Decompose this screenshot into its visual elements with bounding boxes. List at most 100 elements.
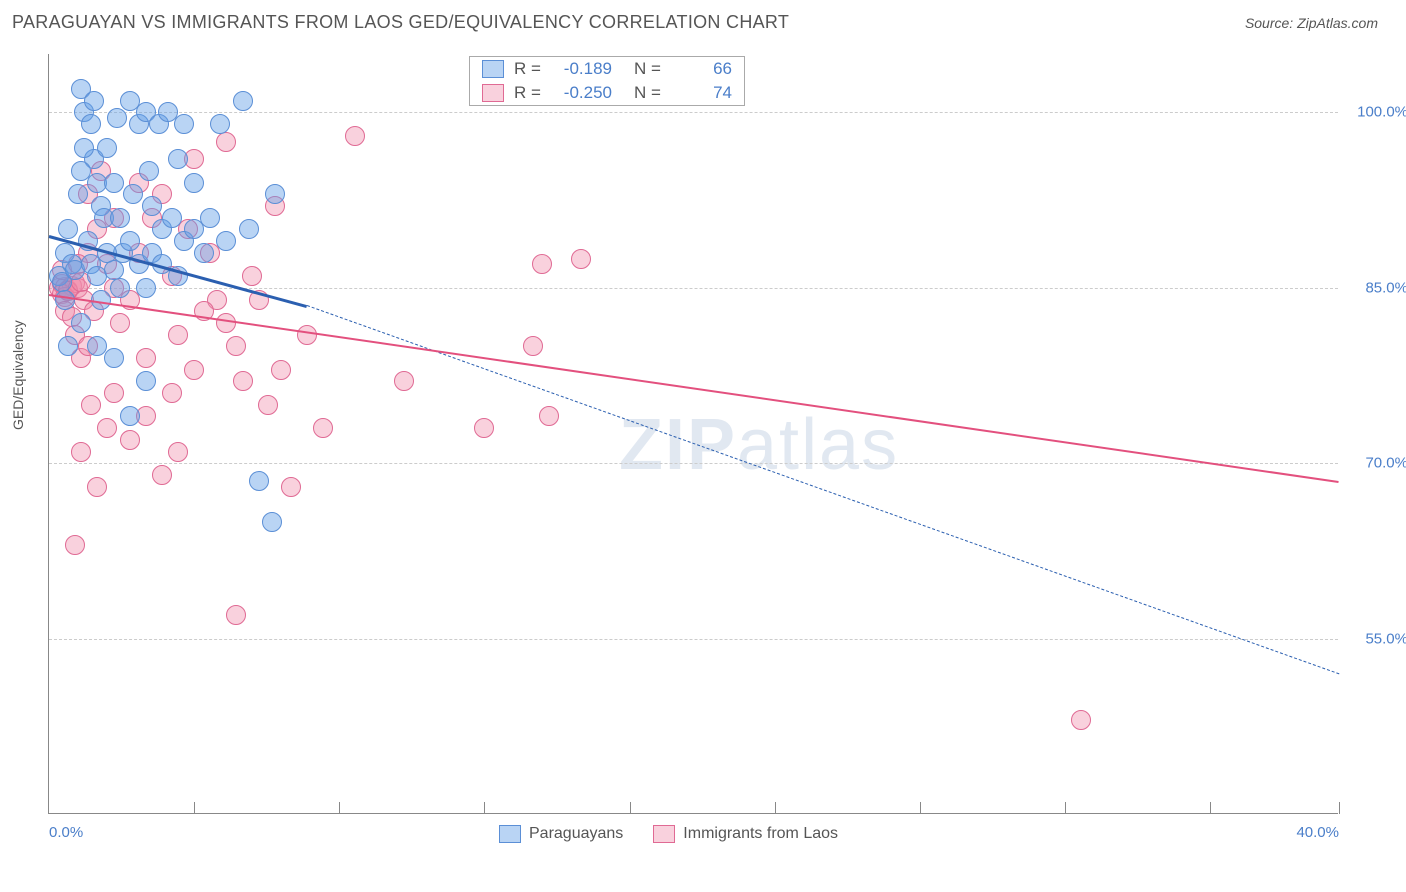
x-tick	[630, 802, 631, 814]
y-axis-label: GED/Equivalency	[10, 320, 26, 430]
swatch-pink-icon	[482, 84, 504, 102]
data-point	[139, 161, 159, 181]
data-point	[97, 138, 117, 158]
x-tick	[920, 802, 921, 814]
data-point	[249, 471, 269, 491]
legend-label-pink: Immigrants from Laos	[683, 825, 838, 843]
data-point	[168, 149, 188, 169]
y-tick-label: 70.0%	[1348, 455, 1406, 472]
data-point	[68, 184, 88, 204]
data-point	[74, 138, 94, 158]
data-point	[271, 360, 291, 380]
data-point	[242, 266, 262, 286]
data-point	[345, 126, 365, 146]
data-point	[216, 132, 236, 152]
data-point	[184, 360, 204, 380]
data-point	[136, 278, 156, 298]
data-point	[142, 196, 162, 216]
data-point	[81, 114, 101, 134]
gridline-h	[49, 463, 1338, 464]
x-tick-label: 40.0%	[1296, 824, 1339, 841]
data-point	[313, 418, 333, 438]
data-point	[71, 313, 91, 333]
data-point	[71, 161, 91, 181]
x-tick	[484, 802, 485, 814]
data-point	[84, 91, 104, 111]
data-point	[55, 290, 75, 310]
data-point	[120, 430, 140, 450]
y-tick-label: 55.0%	[1348, 630, 1406, 647]
x-tick-label: 0.0%	[49, 824, 83, 841]
y-tick-label: 100.0%	[1348, 104, 1406, 121]
data-point	[110, 208, 130, 228]
data-point	[523, 336, 543, 356]
data-point	[65, 535, 85, 555]
swatch-pink-icon	[653, 825, 675, 843]
data-point	[239, 219, 259, 239]
gridline-h	[49, 639, 1338, 640]
data-point	[233, 91, 253, 111]
data-point	[136, 371, 156, 391]
data-point	[110, 278, 130, 298]
data-point	[174, 114, 194, 134]
data-point	[1071, 710, 1091, 730]
data-point	[152, 465, 172, 485]
data-point	[120, 406, 140, 426]
series-legend: Paraguayans Immigrants from Laos	[499, 825, 838, 843]
x-tick	[339, 802, 340, 814]
x-tick	[1210, 802, 1211, 814]
data-point	[120, 231, 140, 251]
data-point	[539, 406, 559, 426]
source-label: Source: ZipAtlas.com	[1245, 15, 1378, 31]
data-point	[162, 208, 182, 228]
legend-item-pink: Immigrants from Laos	[653, 825, 838, 843]
data-point	[532, 254, 552, 274]
legend-label-blue: Paraguayans	[529, 825, 623, 843]
swatch-blue-icon	[499, 825, 521, 843]
data-point	[474, 418, 494, 438]
data-point	[104, 383, 124, 403]
data-point	[97, 418, 117, 438]
y-tick-label: 85.0%	[1348, 279, 1406, 296]
data-point	[216, 313, 236, 333]
watermark: ZIPatlas	[619, 404, 899, 486]
chart-plot-area: ZIPatlas R =-0.189 N =66 R =-0.250 N =74…	[48, 54, 1338, 814]
data-point	[226, 605, 246, 625]
data-point	[394, 371, 414, 391]
data-point	[168, 325, 188, 345]
data-point	[81, 395, 101, 415]
swatch-blue-icon	[482, 60, 504, 78]
data-point	[262, 512, 282, 532]
trend-line	[307, 305, 1339, 674]
data-point	[258, 395, 278, 415]
data-point	[58, 336, 78, 356]
data-point	[110, 313, 130, 333]
data-point	[71, 442, 91, 462]
x-tick	[1339, 802, 1340, 814]
x-tick	[1065, 802, 1066, 814]
legend-item-blue: Paraguayans	[499, 825, 623, 843]
data-point	[104, 348, 124, 368]
data-point	[233, 371, 253, 391]
data-point	[184, 173, 204, 193]
data-point	[123, 184, 143, 204]
data-point	[226, 336, 246, 356]
correlation-legend: R =-0.189 N =66 R =-0.250 N =74	[469, 56, 745, 106]
data-point	[265, 184, 285, 204]
data-point	[571, 249, 591, 269]
legend-row-blue: R =-0.189 N =66	[470, 57, 744, 81]
data-point	[210, 114, 230, 134]
data-point	[281, 477, 301, 497]
legend-row-pink: R =-0.250 N =74	[470, 81, 744, 105]
data-point	[107, 108, 127, 128]
x-tick	[775, 802, 776, 814]
gridline-h	[49, 112, 1338, 113]
x-tick	[194, 802, 195, 814]
data-point	[87, 477, 107, 497]
data-point	[162, 383, 182, 403]
data-point	[200, 208, 220, 228]
data-point	[297, 325, 317, 345]
data-point	[58, 219, 78, 239]
data-point	[168, 442, 188, 462]
data-point	[194, 243, 214, 263]
